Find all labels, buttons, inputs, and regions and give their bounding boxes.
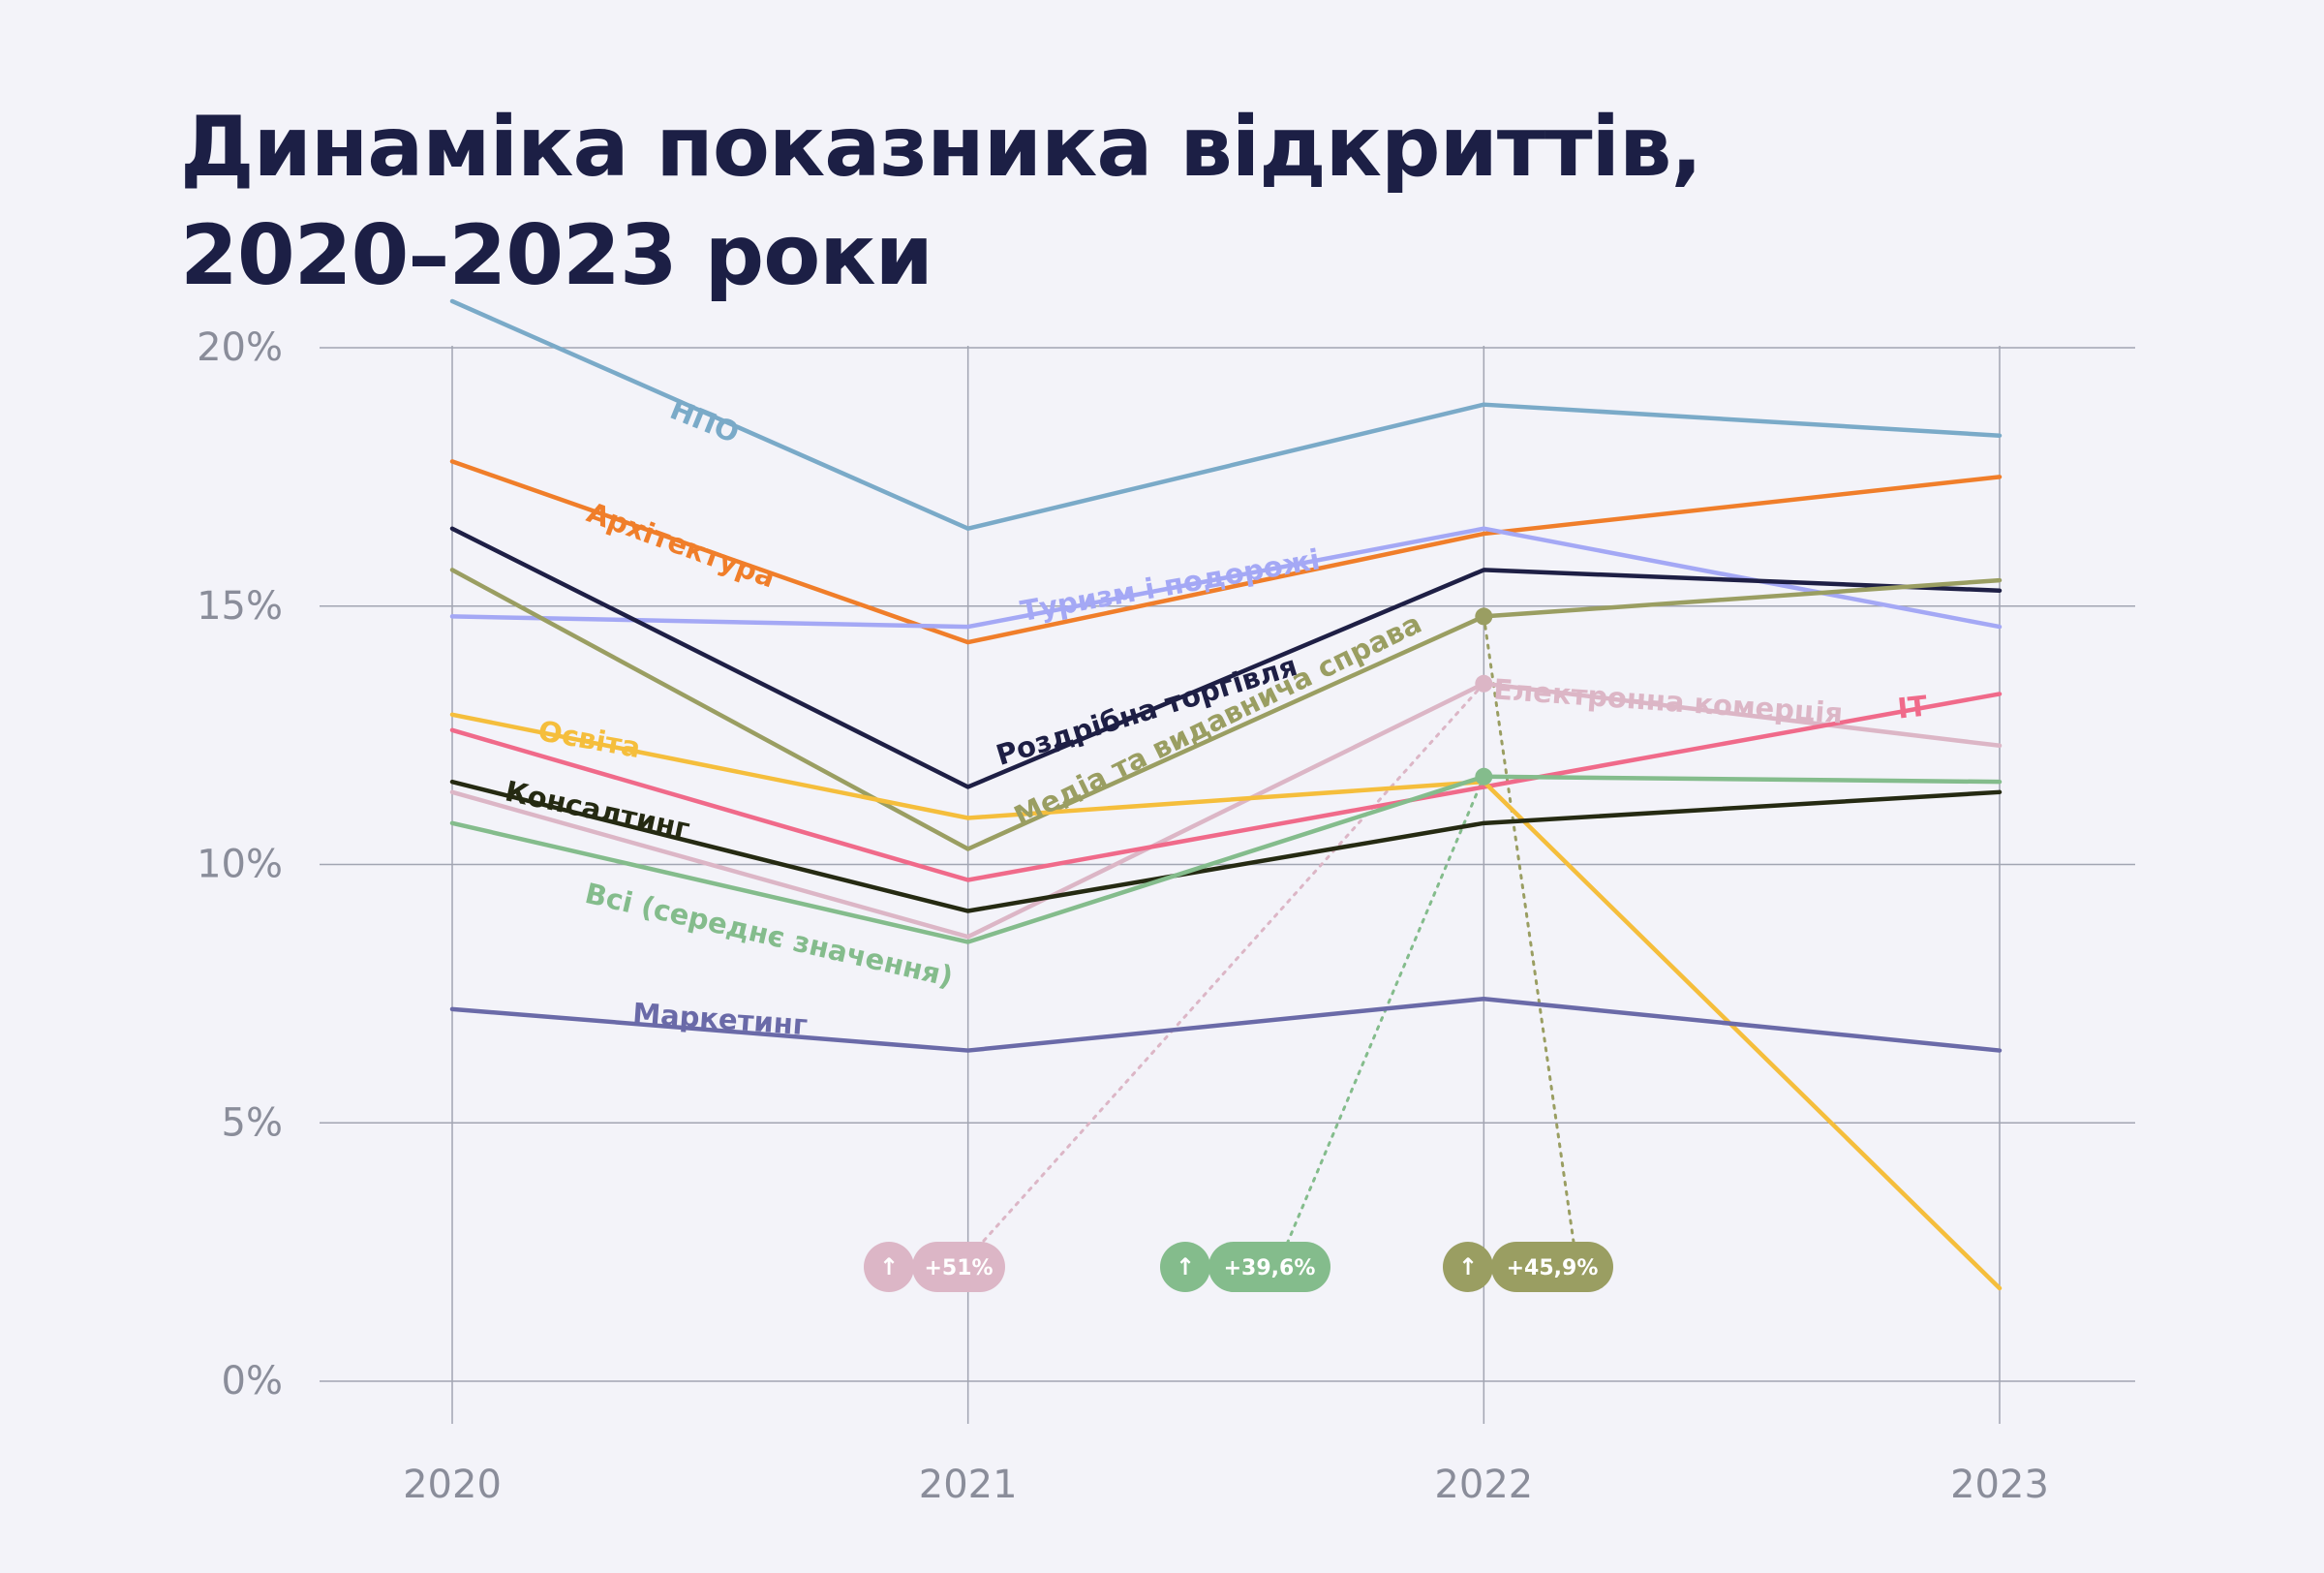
y-tick-label: 10%	[197, 843, 283, 887]
badge-pill	[1491, 1242, 1613, 1292]
badge-arrow-circle	[1160, 1242, 1210, 1292]
annotation-point	[1475, 607, 1493, 626]
series-label-маркетинг: Маркетинг	[631, 997, 809, 1042]
annotation-point	[1475, 674, 1493, 693]
series-line-медіа-та-видавнича-справа	[449, 568, 2003, 851]
series-line-it	[449, 692, 2003, 882]
series-line-туризм-і-подорожі	[449, 526, 2003, 630]
badge-label: +39,6%	[1224, 1256, 1316, 1280]
series-line-освіта	[449, 712, 2003, 1291]
chart-title-line-1: Динаміка показника відкриттів,	[180, 99, 1702, 196]
chart-title-line-2: 2020–2023 роки	[180, 207, 933, 304]
chart-title: Динаміка показника відкриттів, 2020–2023…	[180, 93, 1702, 310]
arrow-up-icon: ↑	[1458, 1253, 1478, 1280]
y-tick-label: 0%	[222, 1359, 283, 1403]
arrow-up-icon: ↑	[879, 1253, 899, 1280]
badge-pill	[912, 1242, 1005, 1292]
annotation-leader-line	[981, 682, 1485, 1244]
badge-arrow-circle	[1443, 1242, 1493, 1292]
series-label-it: IT	[1896, 690, 1929, 725]
x-tick-label: 2020	[403, 1463, 502, 1507]
series-line-консалтинг	[449, 779, 2003, 913]
annotation-point	[1475, 767, 1493, 786]
series-line-нпо	[449, 298, 2003, 531]
annotation-leader-line	[1482, 614, 1575, 1244]
y-tick-label: 5%	[222, 1100, 283, 1145]
series-line-електронна-комерція	[449, 681, 2003, 940]
series-line-роздрібна-торгівля	[449, 526, 2003, 789]
series-label-архітектура: Архітектура	[583, 496, 780, 595]
badge-label: +45,9%	[1507, 1256, 1599, 1280]
series-label-нпо: НПО	[665, 392, 744, 449]
x-tick-label: 2022	[1434, 1463, 1533, 1507]
series-label-туризм-і-подорожі: Туризм і подорожі	[1018, 542, 1322, 628]
series-label-електронна-комерція: Електронна комерція	[1492, 672, 1844, 729]
y-tick-label: 20%	[197, 325, 283, 370]
series-line-архітектура	[449, 459, 2003, 645]
series-label-освіта: Освіта	[535, 714, 643, 764]
badge-label: +51%	[924, 1256, 993, 1280]
x-tick-label: 2023	[1950, 1463, 2049, 1507]
series-line-всі-середнє-значення	[449, 774, 2003, 944]
x-tick-label: 2021	[919, 1463, 1018, 1507]
series-line-маркетинг	[449, 996, 2003, 1053]
badge-arrow-circle	[864, 1242, 914, 1292]
badge-pill	[1208, 1242, 1330, 1292]
arrow-up-icon: ↑	[1176, 1253, 1195, 1280]
y-tick-label: 15%	[197, 584, 283, 629]
